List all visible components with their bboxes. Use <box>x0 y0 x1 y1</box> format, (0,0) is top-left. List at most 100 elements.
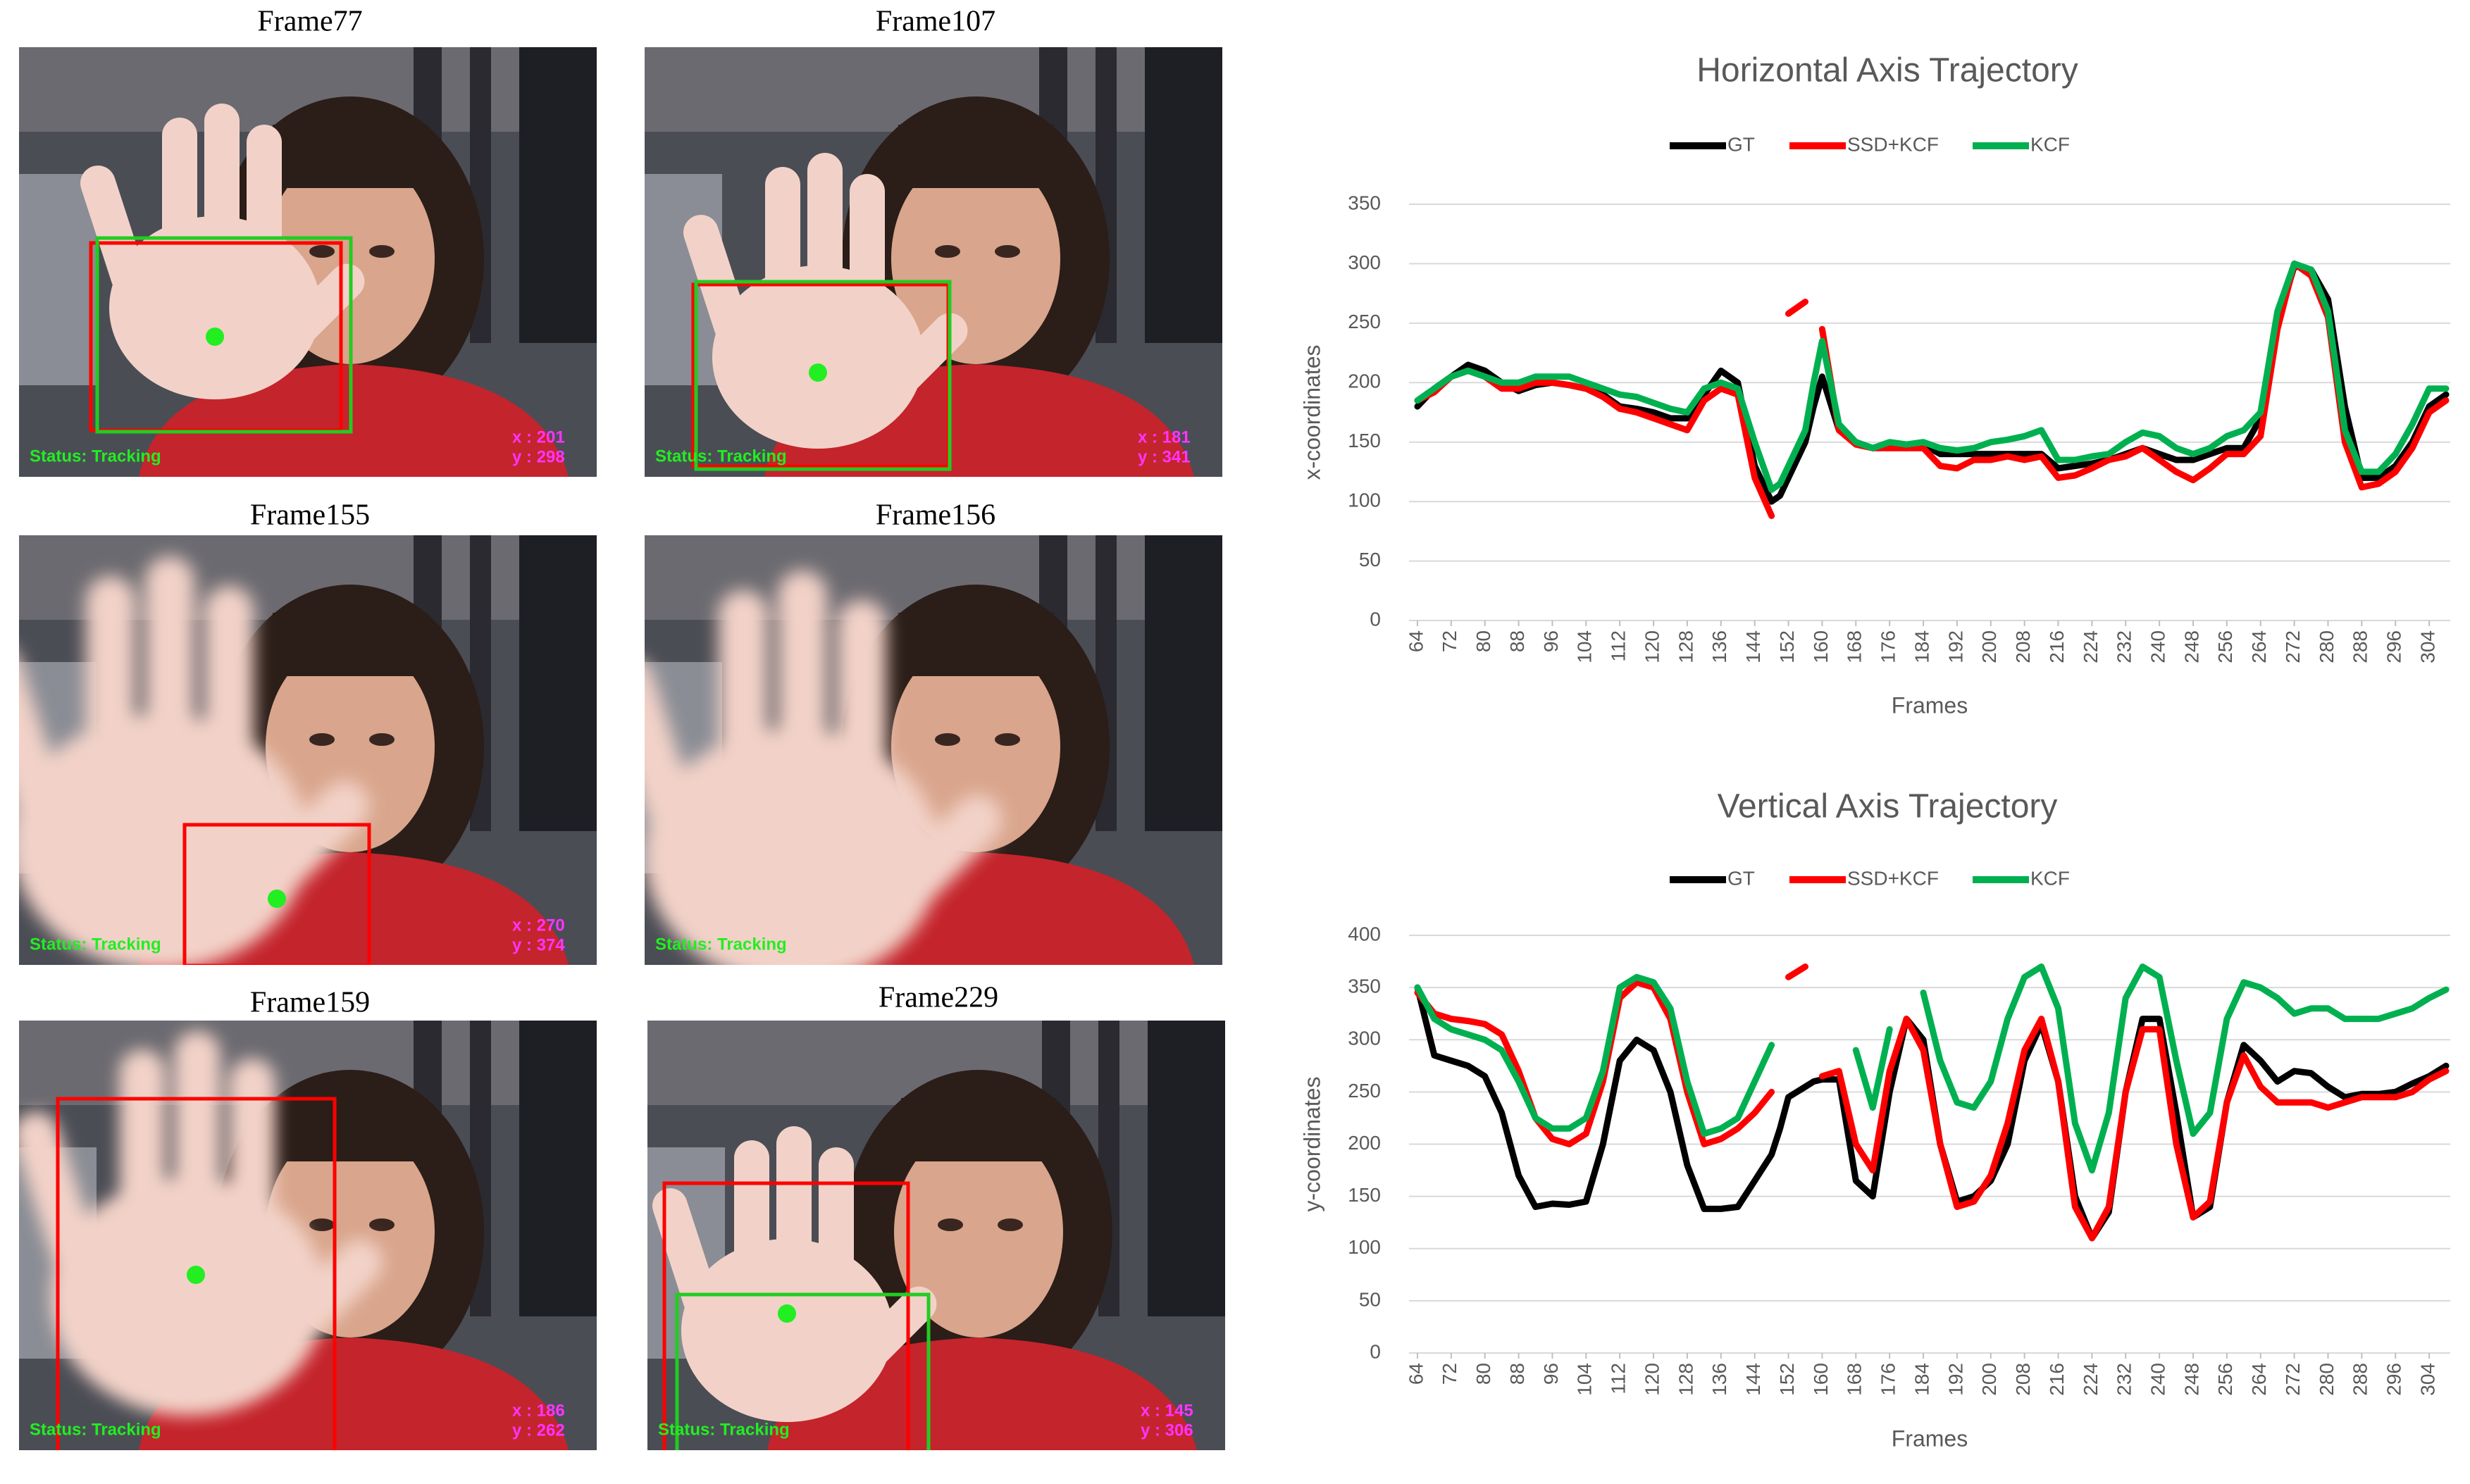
x-tick-label: 168 <box>1844 1363 1866 1396</box>
x-tick-label: 168 <box>1844 630 1866 663</box>
x-tick-label: 288 <box>2350 630 2371 663</box>
x-tick-label: 240 <box>2147 630 2169 663</box>
y-tick-label: 150 <box>1348 430 1381 451</box>
y-tick-label: 150 <box>1348 1184 1381 1206</box>
x-tick-label: 88 <box>1506 630 1528 652</box>
bounding-box <box>675 1292 931 1450</box>
chart-title: Vertical Axis Trajectory <box>1718 788 2058 825</box>
y-tick-label: 400 <box>1348 923 1381 944</box>
x-tick-label: 232 <box>2114 1363 2135 1396</box>
frame-title: Frame229 <box>879 982 998 1014</box>
x-tick-label: 296 <box>2383 1363 2405 1396</box>
x-readout: x : 186 <box>512 1401 565 1420</box>
x-tick-label: 88 <box>1506 1363 1528 1385</box>
x-tick-label: 264 <box>2248 1363 2270 1396</box>
x-readout: x : 145 <box>1141 1401 1193 1420</box>
bounding-box <box>182 823 371 965</box>
y-tick-label: 250 <box>1348 311 1381 332</box>
bounding-box <box>662 1181 910 1450</box>
center-dot <box>778 1304 796 1323</box>
frame-title: Frame156 <box>876 499 995 532</box>
x-tick-label: 224 <box>2080 1363 2102 1396</box>
x-tick-label: 72 <box>1439 630 1460 652</box>
x-tick-label: 104 <box>1574 1363 1596 1396</box>
x-tick-label: 296 <box>2383 630 2405 663</box>
x-tick-label: 240 <box>2147 1363 2169 1396</box>
x-tick-label: 232 <box>2114 630 2135 663</box>
center-dot <box>187 1266 205 1284</box>
frame-title: Frame159 <box>250 987 370 1019</box>
x-tick-label: 64 <box>1405 630 1427 652</box>
x-tick-label: 200 <box>1978 1363 2000 1396</box>
x-tick-label: 104 <box>1574 630 1596 663</box>
scene <box>645 47 1222 477</box>
y-axis-label: y-coordinates <box>1299 1076 1324 1211</box>
y-tick-label: 0 <box>1370 1340 1381 1362</box>
status-text: Status: Tracking <box>655 447 787 466</box>
y-readout: y : 262 <box>512 1421 565 1440</box>
x-tick-label: 272 <box>2282 1363 2304 1396</box>
y-tick-label: 300 <box>1348 1028 1381 1049</box>
series-line <box>1414 964 2450 1174</box>
x-tick-label: 192 <box>1944 1363 1966 1396</box>
video-frame: Status: Tracking <box>645 535 1222 965</box>
x-tick-label: 248 <box>2180 1363 2202 1396</box>
x-tick-label: 192 <box>1944 630 1966 663</box>
y-tick-label: 0 <box>1370 608 1381 630</box>
bounding-box <box>694 280 952 471</box>
frame-title: Frame77 <box>257 6 362 38</box>
x-readout: x : 201 <box>512 428 565 447</box>
x-tick-label: 152 <box>1776 1363 1798 1396</box>
status-text: Status: Tracking <box>658 1420 790 1439</box>
x-tick-label: 120 <box>1641 630 1663 663</box>
status-text: Status: Tracking <box>30 1420 161 1439</box>
legend-label: GT <box>1727 133 1755 155</box>
x-tick-label: 176 <box>1878 1363 1899 1396</box>
legend-label: SSD+KCF <box>1847 133 1939 155</box>
x-tick-label: 96 <box>1540 1363 1562 1385</box>
x-axis-label: Frames <box>1892 1426 1968 1451</box>
x-tick-label: 72 <box>1439 1363 1460 1385</box>
x-tick-label: 112 <box>1608 630 1630 662</box>
x-tick-label: 280 <box>2316 1363 2338 1396</box>
x-tick-label: 280 <box>2316 630 2338 663</box>
y-readout: y : 298 <box>512 447 565 466</box>
x-readout: x : 181 <box>1138 428 1191 447</box>
x-tick-label: 136 <box>1708 1363 1730 1396</box>
status-text: Status: Tracking <box>30 935 161 954</box>
chart-title: Horizontal Axis Trajectory <box>1696 52 2078 89</box>
series-line <box>1414 260 2450 493</box>
x-tick-label: 128 <box>1675 630 1696 663</box>
center-dot <box>809 363 827 382</box>
x-tick-label: 200 <box>1978 630 2000 663</box>
center-dot <box>268 890 286 908</box>
x-tick-label: 64 <box>1405 1363 1427 1385</box>
x-tick-label: 208 <box>2012 630 2034 663</box>
x-tick-label: 304 <box>2416 1363 2438 1396</box>
y-tick-label: 50 <box>1359 1288 1381 1310</box>
y-tick-label: 350 <box>1348 192 1381 213</box>
x-tick-label: 128 <box>1675 1363 1696 1396</box>
x-tick-label: 184 <box>1911 1363 1932 1396</box>
x-tick-label: 96 <box>1540 630 1562 652</box>
y-tick-label: 50 <box>1359 549 1381 570</box>
x-tick-label: 80 <box>1472 630 1494 652</box>
x-tick-label: 80 <box>1472 1363 1494 1385</box>
x-tick-label: 264 <box>2248 630 2270 663</box>
x-tick-label: 160 <box>1810 1363 1832 1396</box>
bounding-box <box>56 1097 337 1450</box>
x-tick-label: 144 <box>1742 630 1764 663</box>
legend-label: SSD+KCF <box>1847 867 1939 889</box>
y-tick-label: 300 <box>1348 251 1381 273</box>
y-readout: y : 306 <box>1141 1421 1193 1440</box>
frame-title: Frame155 <box>250 499 370 532</box>
x-tick-label: 272 <box>2282 630 2304 663</box>
x-axis-label: Frames <box>1892 692 1968 718</box>
frame-title: Frame107 <box>876 6 995 38</box>
